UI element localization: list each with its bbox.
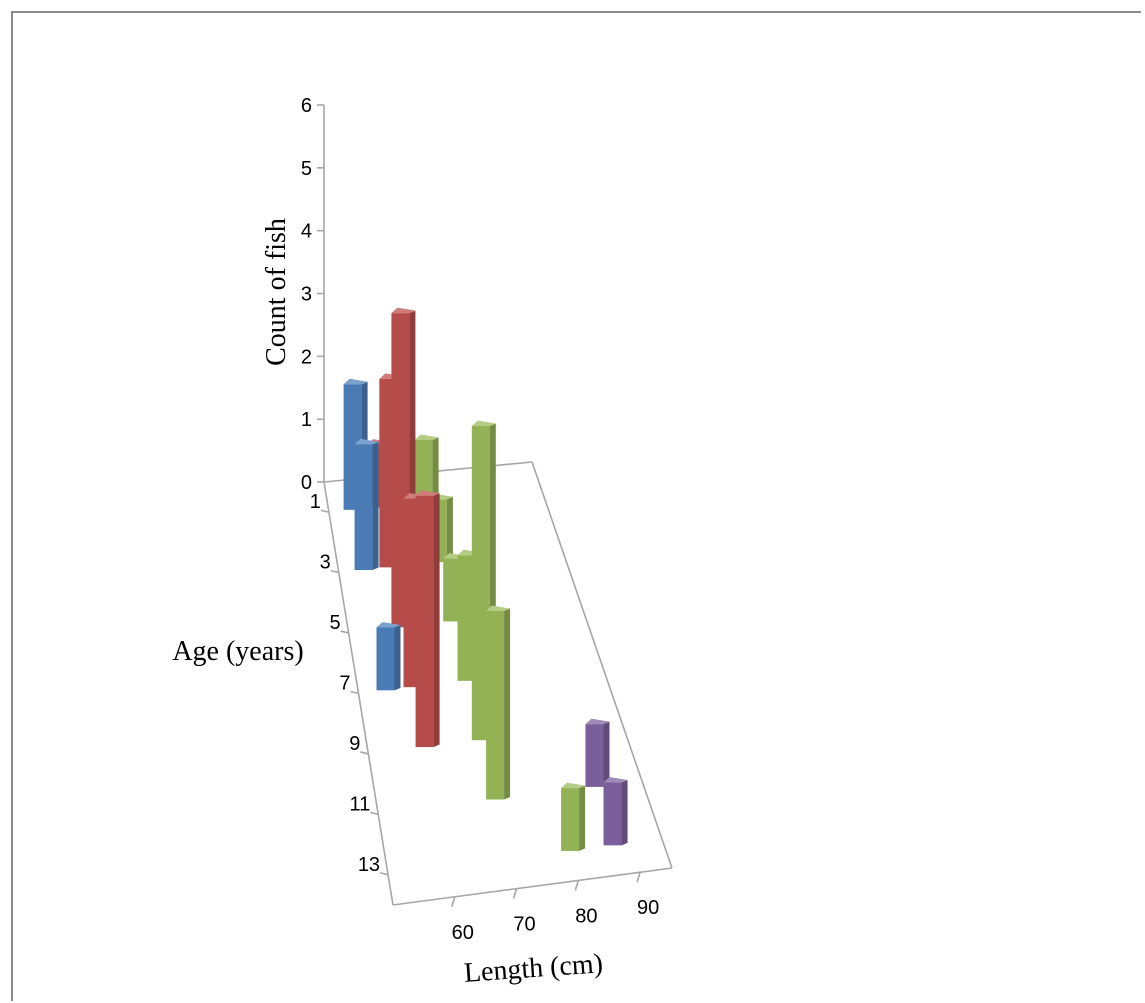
bar-top bbox=[343, 378, 368, 385]
length-tick-label: 80 bbox=[575, 905, 597, 927]
age-tick-label: 11 bbox=[349, 793, 370, 815]
length-tick-label: 90 bbox=[637, 897, 659, 919]
age-tick bbox=[350, 690, 359, 695]
bar-top bbox=[391, 307, 416, 314]
axis-ticks bbox=[317, 104, 641, 908]
age-tick-label: 5 bbox=[330, 612, 341, 634]
count-tick-label: 0 bbox=[301, 472, 312, 494]
age-tick bbox=[320, 509, 330, 513]
bar-side bbox=[446, 496, 453, 563]
count-tick-label: 4 bbox=[301, 221, 312, 243]
bars bbox=[343, 307, 628, 851]
bar-front bbox=[376, 627, 395, 691]
floor-right-edge bbox=[531, 461, 673, 869]
bar-top bbox=[471, 420, 496, 427]
bar-front bbox=[561, 788, 580, 851]
length-tick bbox=[574, 880, 580, 891]
age-tick bbox=[379, 872, 389, 876]
age-tick bbox=[340, 630, 349, 634]
bar-front bbox=[443, 558, 462, 622]
bar-green bbox=[561, 782, 586, 851]
age-tick-label: 7 bbox=[339, 673, 350, 695]
age-tick bbox=[370, 811, 379, 816]
age-tick-label: 9 bbox=[349, 733, 360, 755]
bar-side bbox=[621, 780, 628, 846]
bar-top bbox=[585, 718, 610, 725]
bar-front bbox=[354, 444, 373, 571]
bar-top bbox=[354, 438, 379, 445]
bar-side bbox=[504, 608, 511, 800]
bar-side bbox=[603, 721, 610, 787]
age-tick bbox=[330, 569, 339, 574]
bar-side bbox=[394, 625, 401, 691]
bar-front bbox=[415, 495, 434, 748]
age-tick-label: 3 bbox=[320, 552, 331, 574]
age-tick-label: 1 bbox=[310, 491, 321, 513]
bar-blue bbox=[376, 622, 401, 691]
y-axis-title: Age (years) bbox=[172, 636, 303, 667]
bar-top bbox=[486, 605, 511, 612]
bar-top bbox=[414, 434, 439, 440]
bar-front bbox=[457, 555, 476, 681]
bar-green bbox=[486, 605, 511, 800]
length-tick bbox=[512, 888, 518, 899]
x-axis-title: Length (cm) bbox=[463, 948, 604, 989]
count-tick-label: 6 bbox=[301, 95, 312, 117]
length-axis-line bbox=[392, 867, 673, 906]
z-axis-title: Count of fish bbox=[261, 218, 292, 366]
count-tick-label: 5 bbox=[301, 158, 312, 180]
bar-top bbox=[415, 490, 440, 496]
bar-side bbox=[432, 437, 439, 503]
age-tick-label: 13 bbox=[358, 854, 380, 876]
length-tick bbox=[636, 871, 641, 883]
count-tick-label: 2 bbox=[301, 346, 312, 368]
length-tick bbox=[451, 896, 456, 908]
chart-frame: 0 1 2 3 4 5 6 1 3 5 7 9 11 13 60 70 80 90 Count of fish A… bbox=[11, 11, 1141, 1001]
age-tick bbox=[360, 751, 369, 755]
bar-front bbox=[603, 782, 622, 846]
bar-front bbox=[414, 439, 433, 503]
bar-blue bbox=[354, 438, 379, 571]
bar-front bbox=[486, 611, 505, 800]
length-tick-label: 70 bbox=[513, 914, 535, 936]
count-tick-label: 1 bbox=[301, 409, 312, 431]
bar-side bbox=[579, 785, 586, 851]
bar-side bbox=[433, 493, 440, 748]
bar-green bbox=[414, 434, 439, 503]
bar-top bbox=[561, 782, 586, 789]
length-tick-label: 60 bbox=[452, 922, 474, 944]
bar-side bbox=[372, 441, 379, 571]
bar-red bbox=[415, 490, 440, 748]
bar-front bbox=[585, 724, 604, 787]
bar-purple bbox=[603, 777, 628, 846]
bar-top bbox=[376, 622, 401, 628]
bar-purple bbox=[585, 718, 610, 787]
bar-top bbox=[603, 777, 628, 783]
bar-front bbox=[471, 426, 490, 741]
count-tick-label: 3 bbox=[301, 284, 312, 306]
